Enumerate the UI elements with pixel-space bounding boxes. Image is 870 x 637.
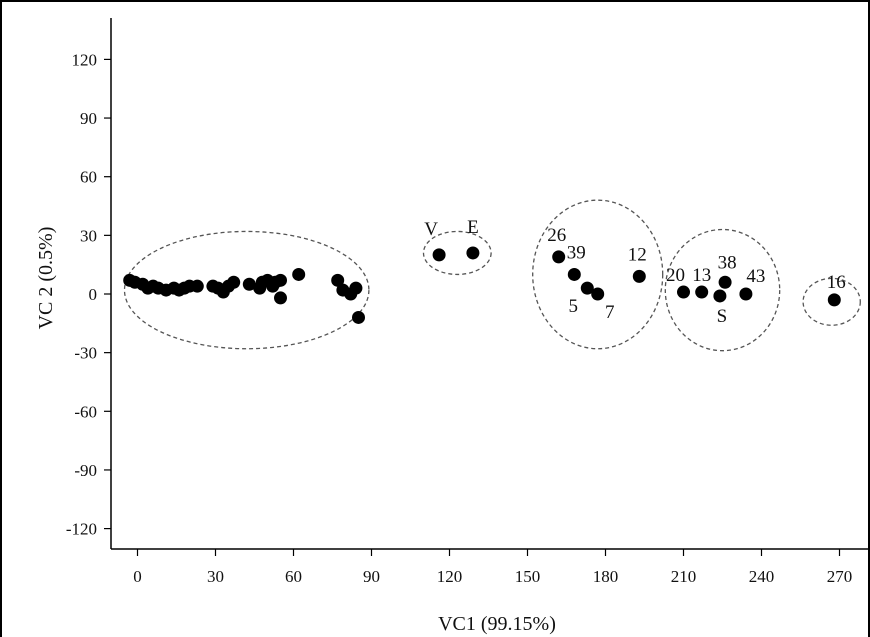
y-tick-label: -60	[74, 402, 97, 421]
data-point	[227, 275, 241, 289]
cluster-ellipse	[422, 230, 492, 276]
data-point	[432, 248, 446, 262]
point-label-43: 43	[746, 266, 765, 287]
data-point	[713, 289, 727, 303]
y-tick-label: 0	[89, 285, 98, 304]
data-point	[331, 273, 345, 287]
cluster-ellipses	[123, 199, 861, 352]
point-label-39: 39	[567, 242, 586, 263]
y-tick-label: 30	[80, 226, 97, 245]
data-point	[352, 310, 365, 324]
y-tick-label: -90	[74, 461, 97, 480]
data-point	[695, 285, 709, 299]
y-tick-label: -30	[74, 344, 97, 363]
y-tick-label: 60	[80, 168, 97, 187]
x-tick-label: 120	[437, 567, 463, 586]
axes: 0 30 60 90 120 150 180 210 240 270 120 90 60 30 0 -30 -6…	[66, 18, 870, 586]
data-point	[718, 275, 732, 289]
y-tick-label: 120	[72, 50, 98, 69]
x-tick-label: 90	[363, 567, 380, 586]
point-label-7: 7	[605, 302, 615, 323]
y-axis-title: VC 2 (0.5%)	[35, 227, 57, 330]
data-point	[466, 246, 480, 260]
data-points	[123, 246, 841, 324]
cluster-ellipse	[802, 277, 861, 326]
x-tick-label: 60	[285, 567, 302, 586]
data-point	[292, 267, 306, 281]
data-point	[632, 269, 646, 283]
x-axis-title: VC1 (99.15%)	[438, 613, 556, 635]
data-point	[242, 277, 256, 291]
data-point	[567, 267, 581, 281]
point-label-S: S	[717, 306, 728, 327]
x-tick-label: 0	[133, 567, 142, 586]
point-label-V: V	[424, 219, 438, 240]
x-tick-label: 30	[207, 567, 224, 586]
x-tick-label: 150	[515, 567, 541, 586]
x-tick-label: 180	[593, 567, 619, 586]
y-tick-label: 90	[80, 109, 97, 128]
cluster-ellipse	[664, 228, 781, 352]
data-point	[190, 279, 204, 293]
point-label-26: 26	[547, 225, 566, 246]
x-tick-label: 270	[827, 567, 853, 586]
point-label-12: 12	[628, 244, 647, 265]
data-point	[349, 281, 363, 295]
x-tick-label: 210	[671, 567, 697, 586]
data-point	[580, 281, 594, 295]
data-point	[274, 291, 287, 305]
data-point	[739, 287, 753, 301]
cluster-ellipse	[532, 199, 664, 350]
point-label-16: 16	[827, 272, 846, 293]
data-point	[274, 273, 287, 287]
data-point	[591, 287, 605, 301]
cluster-ellipse	[123, 230, 370, 350]
point-label-13: 13	[692, 265, 711, 286]
point-label-5: 5	[569, 296, 579, 317]
data-point	[827, 293, 841, 307]
point-label-20: 20	[666, 265, 685, 286]
x-tick-label: 240	[749, 567, 775, 586]
y-tick-label: -120	[66, 520, 97, 539]
point-label-38: 38	[718, 252, 737, 273]
data-point	[552, 250, 566, 264]
data-point	[677, 285, 690, 299]
point-label-E: E	[467, 217, 479, 238]
